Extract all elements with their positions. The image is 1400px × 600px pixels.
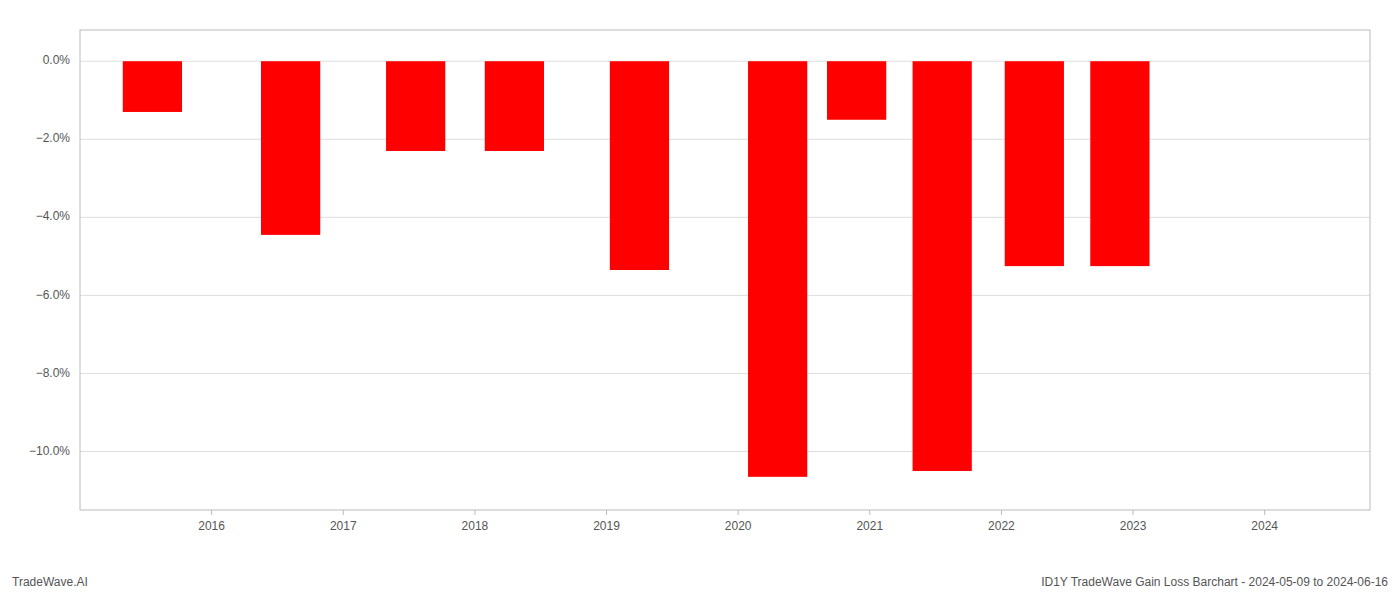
x-tick-label: 2016 xyxy=(198,519,225,533)
y-tick-label: −2.0% xyxy=(36,131,71,145)
bar xyxy=(386,61,445,151)
x-tick xyxy=(869,510,870,515)
grid-line xyxy=(80,451,1370,452)
bar xyxy=(123,61,182,112)
x-tick xyxy=(1133,510,1134,515)
x-tick xyxy=(211,510,212,515)
bar xyxy=(610,61,669,270)
bar xyxy=(827,61,886,120)
x-tick xyxy=(1264,510,1265,515)
title: ID1Y TradeWave Gain Loss Barchart - 2024… xyxy=(1041,575,1388,589)
grid xyxy=(80,61,1370,451)
x-tick xyxy=(343,510,344,515)
grid-line xyxy=(80,295,1370,296)
bar xyxy=(1005,61,1064,266)
x-tick xyxy=(1001,510,1002,515)
x-tick-label: 2017 xyxy=(330,519,357,533)
x-tick-label: 2020 xyxy=(725,519,752,533)
bar xyxy=(261,61,320,235)
grid-line xyxy=(80,373,1370,374)
y-tick-label: −6.0% xyxy=(36,288,71,302)
x-tick-label: 2021 xyxy=(856,519,883,533)
y-tick-label: 0.0% xyxy=(43,53,71,67)
chart-container: 0.0%−2.0%−4.0%−6.0%−8.0%−10.0%2016201720… xyxy=(0,0,1400,600)
x-tick xyxy=(738,510,739,515)
bar xyxy=(485,61,544,151)
bar xyxy=(1143,61,1202,62)
footer-left: TradeWave.AI xyxy=(12,575,88,589)
y-tick-label: −10.0% xyxy=(29,444,70,458)
x-tick-label: 2019 xyxy=(593,519,620,533)
x-tick xyxy=(606,510,607,515)
bar xyxy=(748,61,807,477)
x-tick-label: 2023 xyxy=(1120,519,1147,533)
y-axis: 0.0% −2.0% −4.0% −6.0% −8.0% −10.0% xyxy=(29,53,70,457)
bars xyxy=(123,61,1150,477)
plot-frame xyxy=(80,30,1370,510)
bar xyxy=(913,61,972,471)
x-tick-label: 2022 xyxy=(988,519,1015,533)
y-tick-label: −8.0% xyxy=(36,366,71,380)
bar xyxy=(1090,61,1149,266)
x-tick-label: 2018 xyxy=(462,519,489,533)
y-tick-label: −4.0% xyxy=(36,209,71,223)
chart: 0.0%−2.0%−4.0%−6.0%−8.0%−10.0%2016201720… xyxy=(0,0,1400,600)
x-tick-label: 2024 xyxy=(1251,519,1278,533)
x-tick xyxy=(474,510,475,515)
x-axis: 2016 2017 2018 2019 2020 2021 2022 2023 2024 xyxy=(198,510,1278,533)
